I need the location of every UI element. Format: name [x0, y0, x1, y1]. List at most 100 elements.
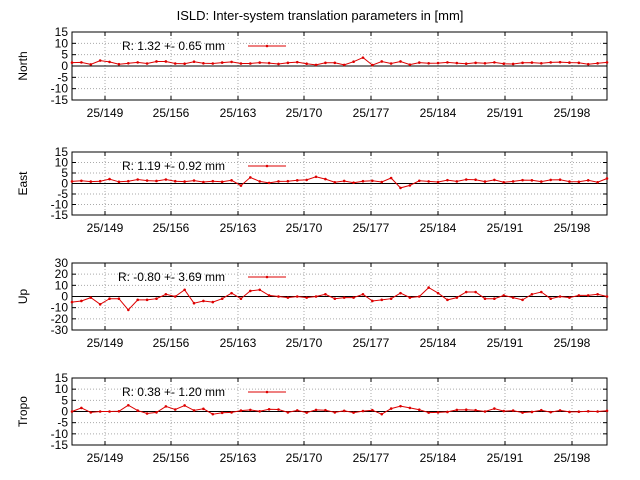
- data-point: [342, 409, 346, 413]
- data-point: [521, 61, 524, 65]
- data-point: [239, 297, 243, 301]
- data-point: [211, 300, 215, 304]
- data-point: [408, 296, 412, 299]
- data-point: [464, 290, 468, 294]
- y-tick-label: 20: [55, 267, 69, 281]
- x-tick-label: 25/198: [554, 451, 591, 465]
- data-point: [192, 409, 196, 412]
- legend-marker: [265, 164, 269, 168]
- y-tick-label: 0: [61, 290, 68, 304]
- data-point: [220, 297, 224, 301]
- data-point: [164, 178, 168, 181]
- data-point: [267, 181, 271, 185]
- data-point: [145, 179, 149, 182]
- legend-label: R: -0.80 +- 3.69 mm: [118, 270, 225, 284]
- data-point: [267, 407, 271, 411]
- data-point: [380, 180, 384, 184]
- data-point: [399, 404, 402, 408]
- data-point: [455, 61, 459, 65]
- data-point: [380, 298, 384, 302]
- data-point: [258, 288, 262, 292]
- data-point: [202, 61, 205, 65]
- data-point: [192, 60, 196, 63]
- y-tick-label: -5: [57, 70, 68, 84]
- series-line: [71, 57, 608, 66]
- data-point: [586, 62, 590, 66]
- y-tick-label: -5: [57, 416, 68, 430]
- data-point: [117, 180, 121, 184]
- data-point: [521, 298, 524, 302]
- x-tick-label: 25/163: [220, 451, 257, 465]
- data-point: [145, 298, 149, 302]
- data-point: [483, 61, 487, 65]
- y-tick-label: 5: [61, 166, 68, 180]
- data-point: [211, 179, 215, 183]
- data-point: [127, 403, 130, 407]
- data-point: [305, 296, 308, 299]
- data-point: [136, 178, 140, 181]
- data-point: [539, 290, 543, 294]
- data-point: [108, 410, 111, 413]
- legend-label: R: 1.32 +- 0.65 mm: [122, 39, 225, 53]
- chart-title: ISLD: Inter-system translation parameter…: [176, 8, 464, 23]
- data-point: [596, 180, 599, 184]
- data-point: [427, 180, 430, 183]
- data-point: [446, 178, 449, 182]
- data-point: [80, 61, 83, 64]
- y-tick-label: -15: [51, 208, 69, 222]
- data-point: [474, 61, 477, 65]
- data-point: [249, 176, 252, 179]
- data-point: [511, 180, 515, 183]
- data-point: [596, 292, 599, 296]
- data-point: [605, 295, 609, 298]
- data-point: [230, 411, 233, 414]
- y-tick-label: 30: [55, 256, 69, 270]
- data-point: [89, 411, 93, 414]
- data-point: [211, 62, 215, 65]
- data-point: [361, 179, 365, 183]
- data-point: [342, 63, 346, 67]
- x-tick-label: 25/156: [153, 336, 190, 350]
- data-point: [586, 409, 590, 413]
- x-tick-label: 25/177: [353, 106, 390, 120]
- data-point: [230, 60, 233, 64]
- data-point: [183, 404, 186, 407]
- data-point: [558, 60, 562, 64]
- data-point: [155, 60, 158, 63]
- data-point: [164, 292, 168, 296]
- data-point: [371, 179, 374, 183]
- data-point: [436, 291, 440, 295]
- x-tick-label: 25/177: [353, 221, 390, 235]
- data-point: [305, 62, 308, 66]
- x-tick-label: 25/156: [153, 106, 190, 120]
- data-point: [568, 410, 571, 414]
- data-point: [549, 61, 552, 64]
- data-point: [371, 63, 374, 67]
- data-point: [417, 179, 421, 183]
- x-tick-label: 25/156: [153, 221, 190, 235]
- y-tick-label: 10: [55, 382, 69, 396]
- data-point: [502, 409, 506, 413]
- x-tick-label: 25/149: [87, 221, 124, 235]
- data-point: [389, 407, 393, 410]
- y-tick-label: 15: [55, 25, 69, 39]
- data-point: [605, 409, 609, 413]
- x-tick-label: 25/149: [87, 451, 124, 465]
- data-point: [464, 408, 468, 412]
- data-point: [70, 180, 74, 183]
- data-point: [539, 408, 543, 412]
- data-point: [342, 179, 346, 183]
- data-point: [427, 61, 430, 65]
- data-point: [295, 60, 299, 64]
- x-tick-label: 25/149: [87, 336, 124, 350]
- legend-label: R: 0.38 +- 1.20 mm: [122, 385, 225, 399]
- data-point: [521, 178, 524, 182]
- data-point: [155, 297, 158, 301]
- y-tick-label: 15: [55, 145, 69, 159]
- data-point: [267, 61, 271, 65]
- y-tick-label: 5: [61, 393, 68, 407]
- data-point: [493, 61, 496, 64]
- x-tick-label: 25/191: [487, 221, 524, 235]
- data-point: [605, 61, 609, 64]
